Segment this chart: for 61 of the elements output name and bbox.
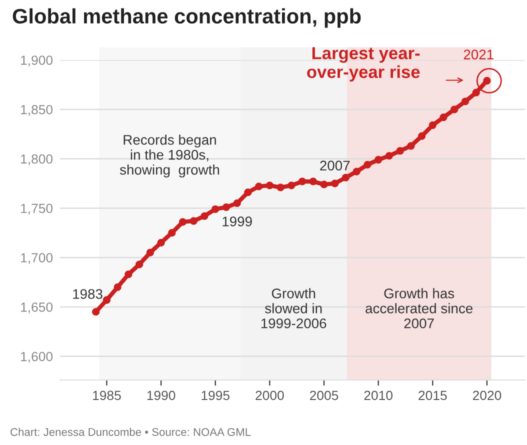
x-tick-label: 2005 — [310, 390, 338, 400]
y-tick-label: 1,900 — [21, 56, 53, 66]
point — [276, 184, 284, 192]
x-tick-label: 2010 — [364, 390, 392, 400]
point — [266, 182, 274, 190]
point — [461, 98, 470, 106]
point — [320, 180, 328, 188]
band-label: Records began in the 1980s, showing growth — [120, 134, 220, 178]
point — [178, 218, 187, 226]
point — [190, 217, 198, 225]
chart-title: Global methane concentration, ppb — [12, 8, 361, 28]
x-tick-label: 2015 — [418, 390, 447, 400]
point — [146, 248, 154, 256]
text: Chart: Jenessa Duncombe • Source: NOAA GML — [10, 428, 251, 436]
point — [233, 199, 241, 208]
point — [255, 182, 263, 190]
point — [288, 182, 296, 190]
point — [440, 113, 448, 122]
point — [200, 212, 208, 220]
point — [168, 229, 176, 237]
point — [472, 88, 480, 96]
point — [407, 142, 415, 150]
point — [364, 160, 372, 169]
annotation: Largest year- over-year rise — [307, 47, 420, 82]
point — [222, 203, 230, 211]
point — [374, 156, 382, 164]
point — [331, 180, 339, 188]
y-tick-label: 1,750 — [21, 204, 53, 215]
annotation: 1983 — [73, 289, 102, 299]
point — [114, 283, 122, 291]
y-tick-label: 1,600 — [21, 352, 53, 363]
x-tick-label: 1995 — [202, 390, 230, 400]
point — [309, 178, 317, 186]
y-tick-label: 1,700 — [21, 253, 53, 264]
point — [342, 174, 350, 182]
annotation: 2021 — [464, 50, 494, 60]
point — [92, 308, 100, 316]
annotation: 2007 — [320, 160, 350, 171]
y-tick-label: 1,800 — [21, 154, 53, 166]
x-tick-label: 1985 — [93, 390, 121, 400]
band-label: Growth slowed in 1999-2006 — [261, 288, 326, 328]
point — [244, 188, 252, 196]
x-tick-label: 2020 — [472, 390, 502, 400]
x-tick-label: 1990 — [147, 390, 176, 400]
annotation: 1999 — [222, 216, 252, 226]
point — [124, 270, 132, 278]
y-tick-label: 1,650 — [21, 302, 53, 314]
point — [102, 296, 111, 304]
point — [157, 238, 165, 247]
point — [298, 178, 306, 186]
point — [428, 121, 436, 130]
point — [450, 106, 458, 114]
point — [385, 152, 394, 160]
point — [135, 260, 144, 268]
point — [352, 168, 360, 176]
point — [212, 205, 220, 213]
x-tick-label: 2000 — [256, 390, 284, 400]
band-label: Growth has accelerated since 2007 — [366, 288, 472, 328]
point — [396, 147, 404, 155]
y-tick-label: 1,850 — [21, 104, 53, 116]
point — [418, 132, 426, 140]
